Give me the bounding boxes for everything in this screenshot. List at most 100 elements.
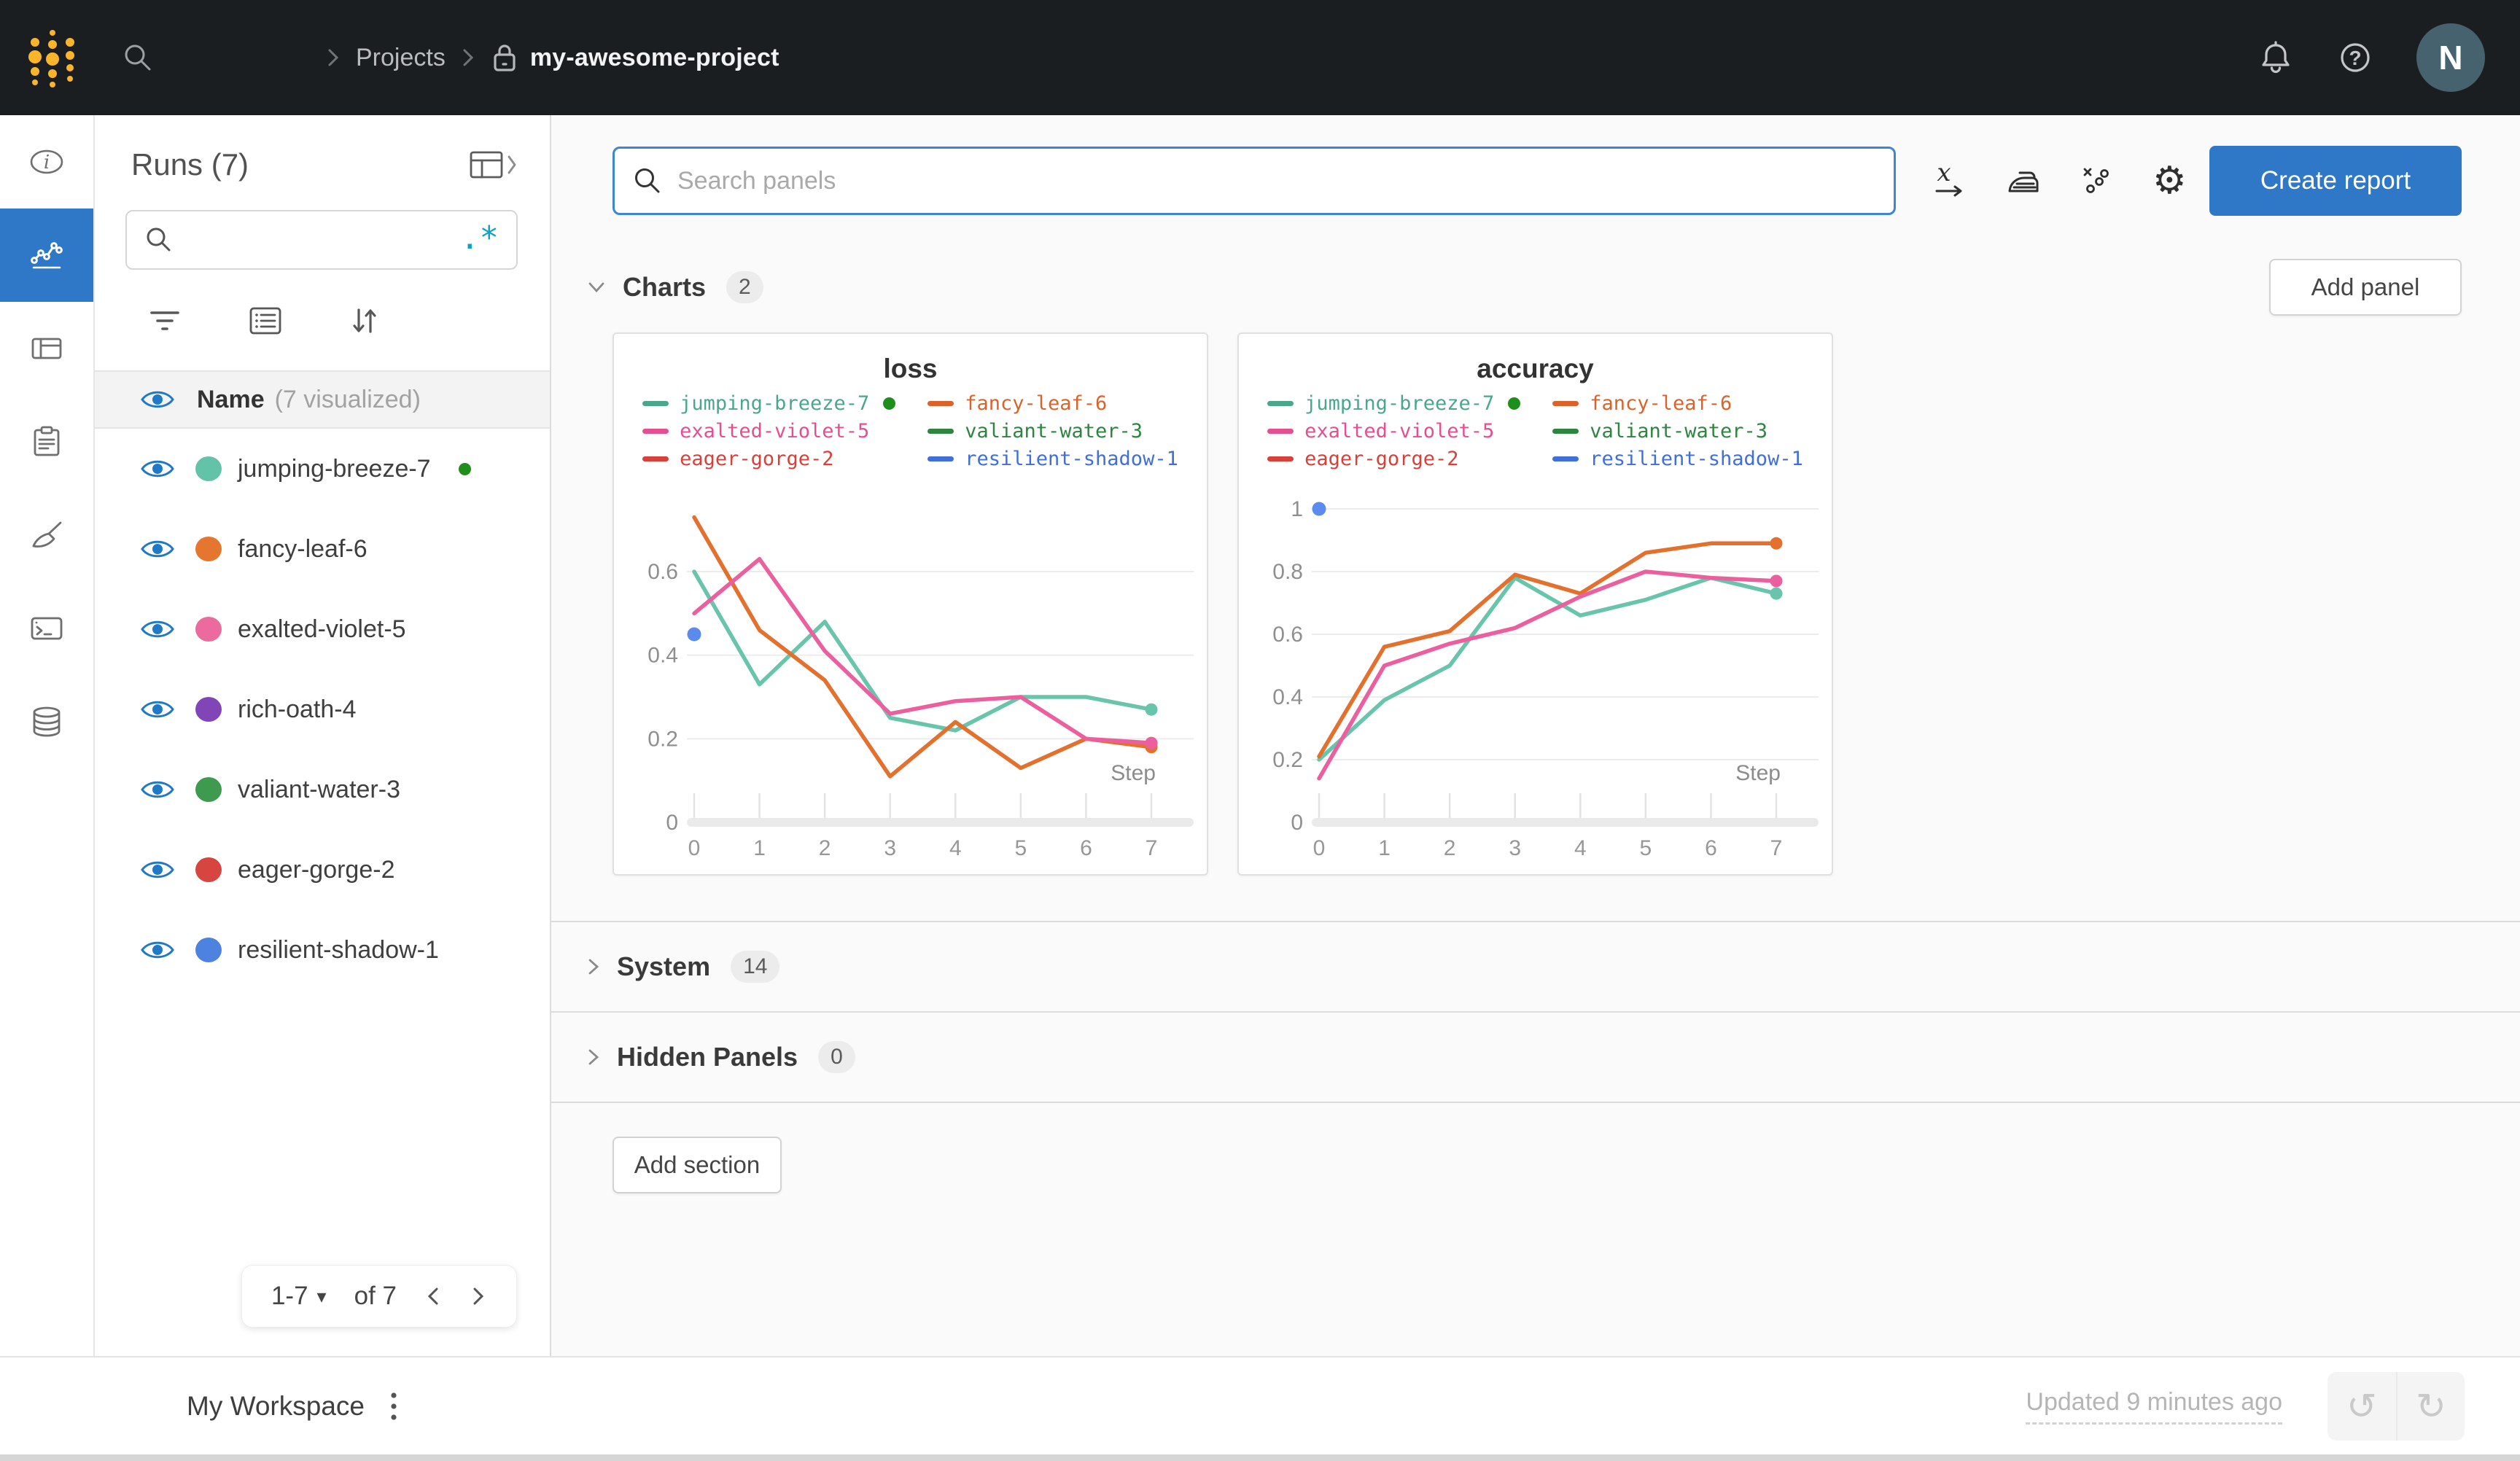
run-name[interactable]: rich-oath-4 bbox=[238, 695, 357, 723]
run-name[interactable]: jumping-breeze-7 bbox=[238, 454, 431, 483]
next-page-button[interactable] bbox=[470, 1285, 487, 1308]
visibility-eye-icon[interactable] bbox=[140, 537, 175, 561]
visibility-eye-icon[interactable] bbox=[140, 697, 175, 722]
running-indicator-dot bbox=[1508, 397, 1521, 410]
avatar[interactable]: N bbox=[2416, 23, 2485, 92]
workspace-menu-kebab-icon[interactable] bbox=[389, 1390, 398, 1422]
legend-item[interactable]: jumping-breeze-7 bbox=[1267, 391, 1521, 416]
svg-text:2: 2 bbox=[1444, 836, 1456, 860]
chart-canvas[interactable]: 0 0.2 0.4 0.6 0.8 1 0 1 2 3 4 5 6 7 Step bbox=[1239, 471, 1832, 870]
outliers-scatter-icon[interactable] bbox=[2080, 164, 2115, 198]
chart-panel-loss[interactable]: loss jumping-breeze-7 fancy-leaf-6 exalted-… bbox=[612, 332, 1208, 876]
legend-item[interactable]: eager-gorge-2 bbox=[1267, 446, 1520, 471]
system-section-header[interactable]: System 14 bbox=[551, 922, 2520, 1013]
sort-icon[interactable] bbox=[349, 304, 381, 338]
breadcrumb-projects-link[interactable]: Projects bbox=[356, 43, 446, 71]
filter-icon[interactable] bbox=[147, 305, 182, 337]
chart-title: accuracy bbox=[1477, 354, 1594, 383]
rail-item-artifacts[interactable] bbox=[0, 675, 93, 768]
hidden-panels-section-header[interactable]: Hidden Panels 0 bbox=[551, 1013, 2520, 1103]
chevron-right-icon bbox=[586, 957, 601, 977]
legend-dash bbox=[928, 428, 954, 434]
settings-gear-icon[interactable]: ⚙ bbox=[2152, 159, 2187, 203]
legend-run-name: valiant-water-3 bbox=[1590, 419, 1768, 443]
run-name[interactable]: valiant-water-3 bbox=[238, 775, 400, 803]
run-name[interactable]: resilient-shadow-1 bbox=[238, 935, 439, 964]
legend-item[interactable]: jumping-breeze-7 bbox=[642, 391, 896, 416]
svg-text:1: 1 bbox=[1291, 497, 1303, 521]
charts-section-header[interactable]: Charts 2 Add panel bbox=[586, 258, 2462, 316]
legend-dash bbox=[1552, 400, 1579, 406]
chart-canvas[interactable]: 0 0.2 0.4 0.6 0 1 2 3 4 5 6 7 Step bbox=[614, 471, 1207, 870]
run-row[interactable]: jumping-breeze-7 bbox=[95, 429, 550, 509]
run-name[interactable]: eager-gorge-2 bbox=[238, 855, 395, 884]
runs-search-box[interactable]: .* bbox=[125, 210, 518, 270]
workspace-name[interactable]: My Workspace bbox=[187, 1390, 365, 1421]
runs-list-header[interactable]: Name (7 visualized) bbox=[95, 370, 550, 429]
runs-search-input[interactable] bbox=[174, 225, 461, 254]
group-list-icon[interactable] bbox=[248, 305, 283, 337]
add-panel-button[interactable]: Add panel bbox=[2269, 259, 2462, 316]
legend-item[interactable]: eager-gorge-2 bbox=[642, 446, 895, 471]
legend-item[interactable]: resilient-shadow-1 bbox=[1552, 446, 1803, 471]
run-name[interactable]: exalted-violet-5 bbox=[238, 615, 406, 643]
create-report-button[interactable]: Create report bbox=[2209, 146, 2462, 216]
legend-run-name: resilient-shadow-1 bbox=[965, 447, 1178, 470]
run-row[interactable]: rich-oath-4 bbox=[95, 669, 550, 749]
visibility-eye-icon[interactable] bbox=[140, 456, 175, 481]
smoothing-iron-icon[interactable] bbox=[2004, 163, 2042, 198]
legend-item[interactable]: exalted-violet-5 bbox=[642, 418, 895, 443]
run-row[interactable]: resilient-shadow-1 bbox=[95, 910, 550, 990]
legend-item[interactable]: valiant-water-3 bbox=[1552, 418, 1803, 443]
wandb-logo[interactable] bbox=[28, 26, 77, 89]
breadcrumb-project-link[interactable]: my-awesome-project bbox=[529, 43, 779, 71]
info-icon: i bbox=[28, 145, 66, 179]
run-row[interactable]: eager-gorge-2 bbox=[95, 830, 550, 910]
chart-panel-accuracy[interactable]: accuracy jumping-breeze-7 fancy-leaf-6 exal… bbox=[1237, 332, 1833, 876]
legend-item[interactable]: fancy-leaf-6 bbox=[928, 391, 1178, 416]
run-color-dot bbox=[195, 537, 222, 561]
run-row[interactable]: exalted-violet-5 bbox=[95, 589, 550, 669]
database-icon bbox=[28, 704, 65, 740]
legend-dash bbox=[642, 456, 669, 461]
expand-runs-table-icon[interactable] bbox=[468, 148, 518, 182]
visibility-eye-icon[interactable] bbox=[140, 857, 175, 882]
visibility-eye-icon[interactable] bbox=[140, 387, 175, 412]
help-icon[interactable]: ? bbox=[2336, 39, 2374, 77]
panel-search-input[interactable] bbox=[676, 165, 1876, 196]
rail-item-overview[interactable]: i bbox=[0, 115, 93, 209]
prev-page-button[interactable] bbox=[424, 1285, 442, 1308]
legend-item[interactable]: exalted-violet-5 bbox=[1267, 418, 1520, 443]
svg-text:0.8: 0.8 bbox=[1272, 560, 1303, 584]
notifications-bell-icon[interactable] bbox=[2258, 39, 2294, 77]
visibility-eye-icon[interactable] bbox=[140, 777, 175, 802]
svg-text:2: 2 bbox=[819, 836, 831, 860]
legend-item[interactable]: resilient-shadow-1 bbox=[928, 446, 1178, 471]
rail-item-automations[interactable] bbox=[0, 582, 93, 675]
page-range-dropdown[interactable]: 1-7 ▾ bbox=[271, 1282, 327, 1310]
legend-run-name: valiant-water-3 bbox=[965, 419, 1143, 443]
running-indicator-dot bbox=[458, 462, 471, 475]
run-name[interactable]: fancy-leaf-6 bbox=[238, 534, 368, 563]
page-total: of 7 bbox=[354, 1282, 397, 1310]
legend-item[interactable]: valiant-water-3 bbox=[928, 418, 1178, 443]
svg-text:6: 6 bbox=[1705, 836, 1717, 860]
visibility-eye-icon[interactable] bbox=[140, 617, 175, 642]
x-axis-icon[interactable]: x bbox=[1934, 162, 1966, 200]
rail-item-jobs[interactable] bbox=[0, 395, 93, 488]
panel-search-box[interactable] bbox=[612, 147, 1896, 215]
rail-item-runs-table[interactable] bbox=[0, 302, 93, 395]
system-section-label: System bbox=[617, 951, 711, 981]
visibility-eye-icon[interactable] bbox=[140, 938, 175, 962]
run-row[interactable]: valiant-water-3 bbox=[95, 749, 550, 830]
redo-button[interactable]: ↻ bbox=[2396, 1371, 2465, 1441]
charts-row: loss jumping-breeze-7 fancy-leaf-6 exalted-… bbox=[612, 332, 2462, 876]
rail-item-workspace[interactable] bbox=[0, 209, 93, 302]
add-section-button[interactable]: Add section bbox=[612, 1137, 782, 1193]
svg-text:7: 7 bbox=[1146, 836, 1158, 860]
legend-item[interactable]: fancy-leaf-6 bbox=[1552, 391, 1803, 416]
rail-item-sweeps[interactable] bbox=[0, 488, 93, 582]
undo-button[interactable]: ↺ bbox=[2328, 1372, 2396, 1441]
run-row[interactable]: fancy-leaf-6 bbox=[95, 509, 550, 589]
global-search-icon[interactable] bbox=[121, 41, 155, 74]
